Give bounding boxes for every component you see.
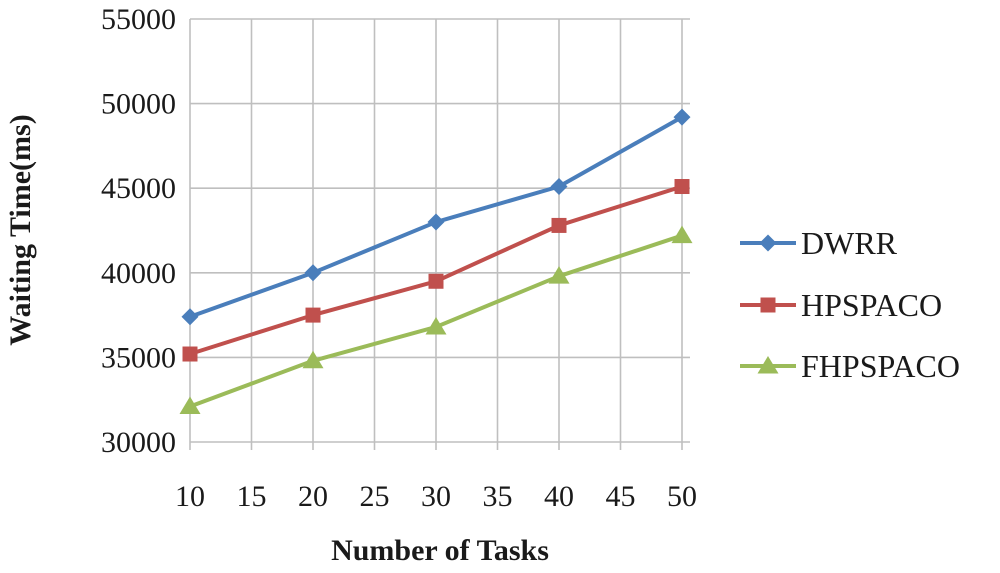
data-point bbox=[673, 108, 691, 126]
data-point bbox=[305, 307, 321, 323]
data-point bbox=[181, 308, 199, 326]
legend-label: DWRR bbox=[801, 225, 898, 261]
y-axis-title: Waiting Time(ms) bbox=[4, 114, 37, 345]
legend: DWRR HPSPACO FHPSPACO bbox=[740, 225, 960, 384]
series-dwrr bbox=[181, 108, 691, 326]
series-layer bbox=[179, 108, 693, 414]
series-fhpspaco bbox=[179, 225, 693, 414]
legend-marker bbox=[760, 297, 776, 313]
grid-lines bbox=[189, 18, 690, 450]
data-point bbox=[182, 346, 198, 362]
legend-marker bbox=[757, 356, 779, 374]
x-tick-label: 10 bbox=[175, 480, 205, 513]
legend-label: FHPSPACO bbox=[801, 348, 960, 384]
data-point bbox=[179, 396, 201, 414]
x-tick-labels: 10 15 20 25 30 35 40 45 50 bbox=[175, 480, 697, 513]
x-tick-label: 45 bbox=[606, 480, 636, 513]
series-hpspaco bbox=[182, 179, 690, 362]
data-point bbox=[428, 273, 444, 289]
x-tick-label: 50 bbox=[667, 480, 697, 513]
y-tick-label: 40000 bbox=[101, 257, 176, 290]
legend-item-hpspaco: HPSPACO bbox=[740, 287, 942, 323]
y-tick-label: 50000 bbox=[101, 88, 176, 121]
y-tick-label: 35000 bbox=[101, 341, 176, 374]
x-tick-label: 30 bbox=[421, 480, 451, 513]
x-tick-label: 15 bbox=[237, 480, 267, 513]
x-tick-label: 35 bbox=[483, 480, 513, 513]
legend-marker bbox=[759, 234, 777, 252]
data-point bbox=[551, 217, 567, 233]
legend-label: HPSPACO bbox=[801, 287, 942, 323]
x-axis-title: Number of Tasks bbox=[331, 534, 549, 567]
data-point bbox=[671, 225, 693, 244]
data-point bbox=[304, 264, 322, 282]
x-tick-label: 25 bbox=[360, 480, 390, 513]
x-tick-label: 20 bbox=[298, 480, 328, 513]
y-tick-labels: 30000 35000 40000 45000 50000 55000 bbox=[101, 3, 176, 459]
data-point bbox=[674, 179, 690, 195]
data-point bbox=[302, 350, 324, 369]
data-point bbox=[427, 213, 445, 231]
data-point bbox=[425, 316, 447, 335]
legend-item-dwrr: DWRR bbox=[740, 225, 898, 261]
legend-item-fhpspaco: FHPSPACO bbox=[740, 348, 960, 384]
y-tick-label: 30000 bbox=[101, 426, 176, 459]
y-tick-label: 45000 bbox=[101, 172, 176, 205]
data-point bbox=[550, 178, 568, 196]
x-tick-label: 40 bbox=[544, 480, 574, 513]
y-tick-label: 55000 bbox=[101, 3, 176, 36]
data-point bbox=[548, 266, 570, 284]
